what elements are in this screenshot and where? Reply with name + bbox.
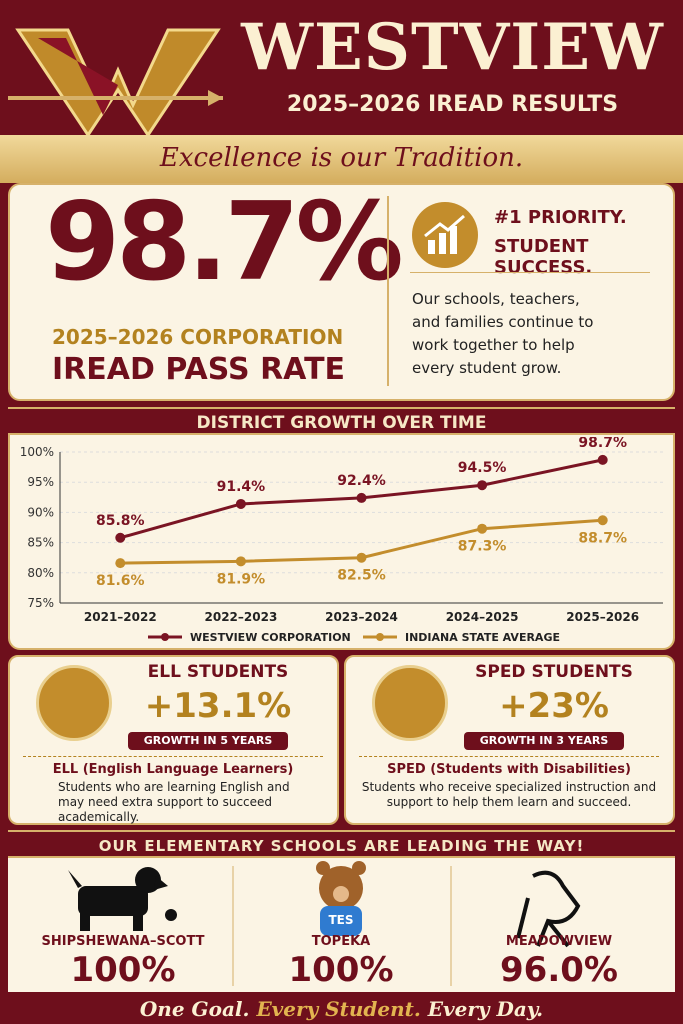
logo [8,28,223,138]
x-tick-label: 2025–2026 [566,610,639,624]
x-tick-label: 2023–2024 [325,610,398,624]
value-label: 91.4% [217,479,266,495]
subtitle: 2025–2026 IREAD RESULTS [286,92,619,117]
legend-label: WESTVIEW CORPORATION [190,631,351,644]
data-point [597,454,608,465]
y-tick-label: 85% [27,536,54,550]
y-tick-label: 90% [27,505,54,519]
footer-text: Every Day. [427,997,544,1021]
group-title: SPED STUDENTS [475,662,633,682]
value-label: 94.5% [458,460,507,476]
footer-text: Every Student. [256,997,421,1021]
chart-title: DISTRICT GROWTH OVER TIME [8,407,675,435]
y-tick-label: 75% [27,596,54,610]
group-body: Students who receive specialized instruc… [361,780,657,809]
data-point [477,523,488,534]
school-rate: 100% [288,950,394,990]
x-tick-label: 2024–2025 [446,610,519,624]
legend-swatch [161,633,169,641]
growth-icon [412,202,478,268]
data-point [115,532,126,543]
y-tick-label: 100% [20,445,54,459]
group-term: ELL (English Language Learners) [52,762,294,777]
group-title: ELL STUDENTS [147,662,289,682]
group-period: GROWTH IN 5 YEARS [128,732,288,750]
title: WESTVIEW [241,10,664,85]
value-label: 85.8% [96,513,145,529]
group-icon [372,665,448,741]
divider [410,272,650,273]
value-label: 92.4% [337,473,386,489]
data-point [235,556,246,567]
tagline: Excellence is our Tradition. [0,135,683,183]
y-tick-label: 80% [27,566,54,580]
divider [23,756,323,757]
value-label: 98.7% [578,437,627,451]
school-rate: 96.0% [500,950,618,990]
pass-rate: 98.7% [45,180,404,305]
priority: #1 PRIORITY. [494,207,627,228]
rate-label: 2025–2026 CORPORATION [52,325,344,349]
group-period: GROWTH IN 3 YEARS [464,732,624,750]
legend-swatch [376,633,384,641]
divider [387,196,389,386]
mascot-text: TES [328,913,353,927]
x-tick-label: 2022–2023 [205,610,278,624]
group-growth: +23% [499,686,609,726]
group-growth: +13.1% [144,686,292,726]
rate-label: IREAD PASS RATE [52,352,346,387]
school-name: SHIPSHEWANA–SCOTT [41,934,205,949]
group-icon [36,665,112,741]
mascots: TES [68,861,581,986]
value-label: 88.7% [578,530,627,546]
legend-label: INDIANA STATE AVERAGE [405,631,560,644]
group-term: SPED (Students with Disabilities) [387,762,631,777]
hero-card [8,183,675,401]
value-label: 81.6% [96,573,145,589]
schools-banner: OUR ELEMENTARY SCHOOLS ARE LEADING THE W… [8,830,675,858]
priority-text: Our schools, teachers, and families cont… [412,290,594,377]
school-name: TOPEKA [311,934,371,949]
data-point [477,480,488,491]
data-point [115,558,126,569]
line-chart: 75% 80% 85% 90% 95% 100% 2021–2022 2022–2023 202… [20,437,663,644]
data-point [235,498,246,509]
footer-text: One Goal. [139,997,250,1021]
school-rate: 100% [70,950,176,990]
value-label: 81.9% [217,571,266,587]
value-label: 82.5% [337,568,386,584]
data-point [356,492,367,503]
data-point [356,552,367,563]
group-body: Students who are learning English and ma… [58,780,290,824]
x-tick-label: 2021–2022 [84,610,157,624]
value-label: 87.3% [458,539,507,555]
divider [359,756,659,757]
data-point [597,515,608,526]
footer: One Goal. Every Student. Every Day. [0,994,683,1024]
school-name: MEADOWVIEW [505,934,613,949]
y-tick-label: 95% [27,475,54,489]
